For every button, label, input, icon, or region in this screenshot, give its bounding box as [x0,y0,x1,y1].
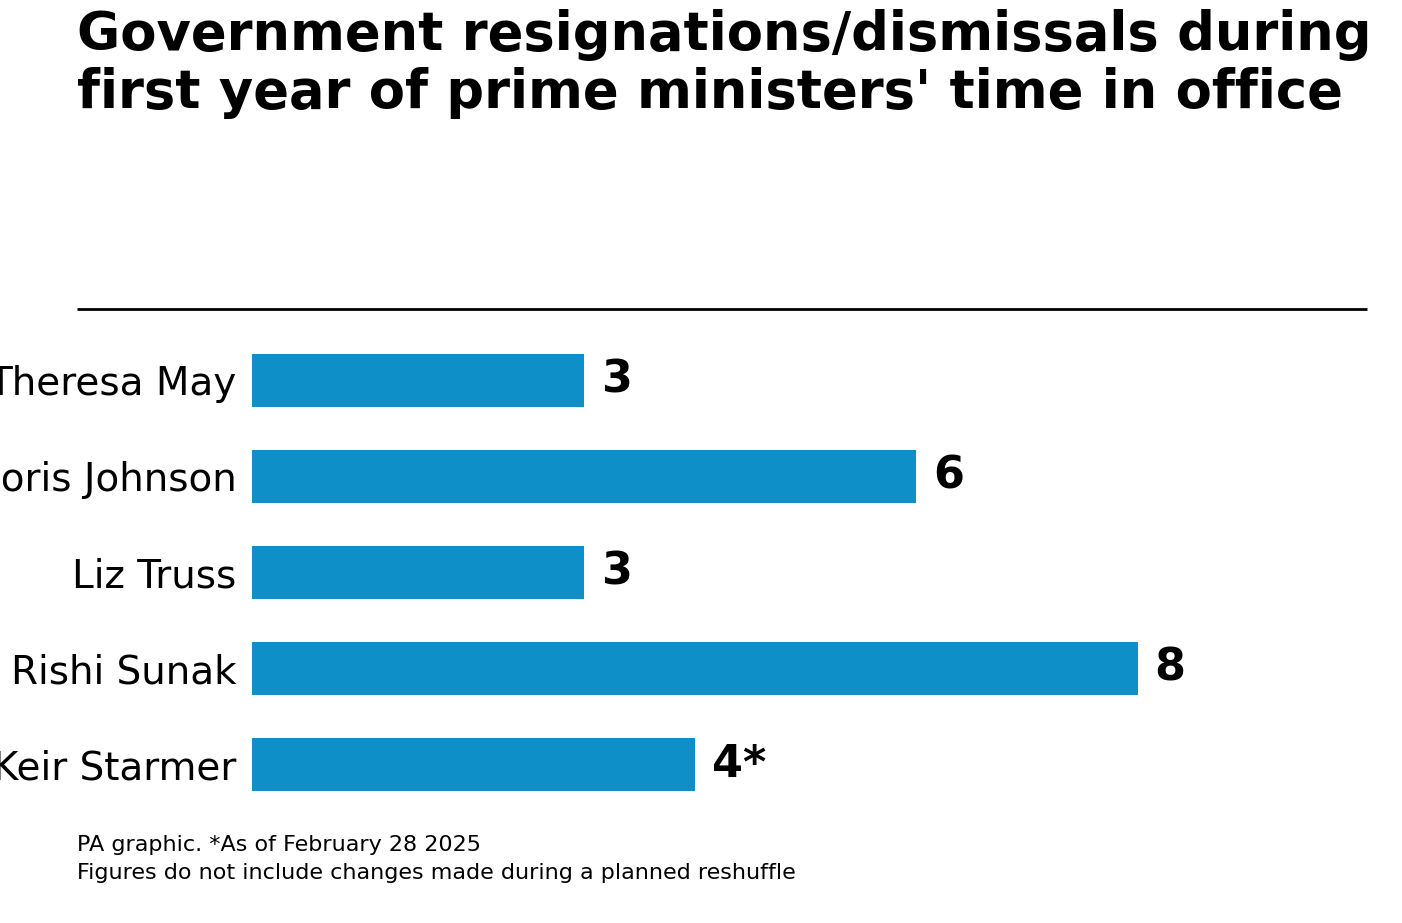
Text: 4*: 4* [712,743,765,785]
Text: 6: 6 [934,455,965,497]
Text: 8: 8 [1154,647,1186,689]
Text: 3: 3 [601,551,632,593]
Bar [252,354,585,407]
Text: Government resignations/dismissals during
first year of prime ministers' time in: Government resignations/dismissals durin… [77,9,1371,119]
Text: PA graphic. *As of February 28 2025
Figures do not include changes made during a: PA graphic. *As of February 28 2025 Figu… [77,835,796,883]
Bar [252,450,917,503]
Text: 3: 3 [601,359,632,402]
Bar [252,545,585,599]
Bar [252,737,695,791]
Bar [252,641,1138,695]
